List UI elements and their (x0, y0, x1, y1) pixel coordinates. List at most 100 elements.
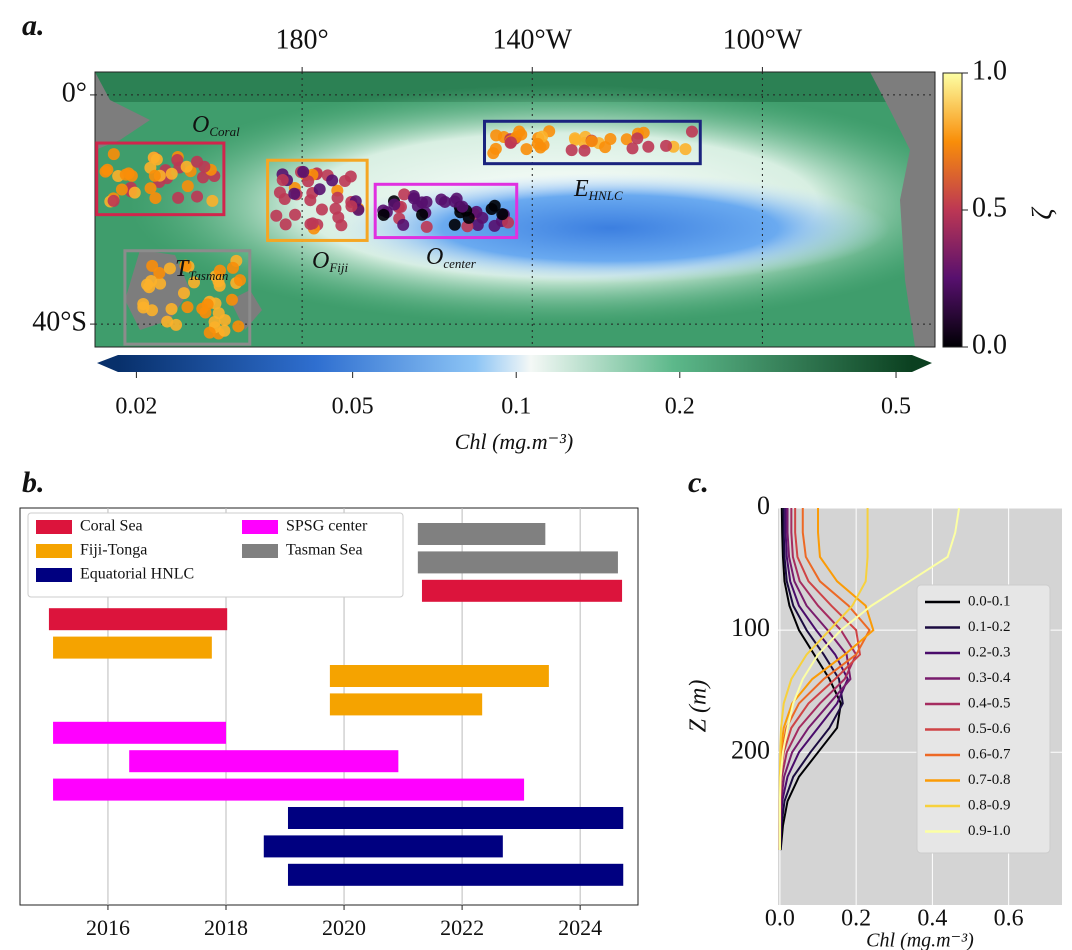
float-dot (421, 221, 433, 233)
float-dot (289, 209, 301, 221)
float-dot (234, 274, 246, 286)
float-dot (166, 168, 178, 180)
y-tick-label: 40°S (32, 307, 87, 338)
timeline-bar (418, 523, 545, 545)
legend-label: 0.2-0.3 (968, 644, 1011, 660)
float-dot (520, 143, 532, 155)
float-dot (178, 287, 190, 299)
colorbar (118, 355, 912, 372)
float-dot (170, 319, 182, 331)
timeline-bar (53, 722, 226, 744)
float-dot (137, 301, 149, 313)
panel-label: b. (22, 466, 45, 499)
colorbar-tick-label: 0.5 (881, 394, 911, 420)
y-tick-label: 0° (62, 77, 87, 108)
legend-swatch (36, 520, 72, 534)
colorbar-tick-label: 0.5 (972, 192, 1007, 223)
legend-label: 0.4-0.5 (968, 695, 1011, 711)
x-tick-label: 2024 (558, 915, 602, 940)
x-tick-label: 0.2 (841, 906, 871, 932)
float-dot (505, 136, 517, 148)
timeline-bar (330, 665, 549, 687)
float-dot (627, 142, 639, 154)
timeline-bar (53, 637, 212, 659)
colorbar-tick-label: 0.05 (332, 394, 374, 420)
legend-label: Tasman Sea (286, 542, 363, 559)
float-dot (578, 145, 590, 157)
legend-label: Fiji-Tonga (80, 542, 147, 559)
legend-label: 0.3-0.4 (968, 670, 1011, 686)
region-label-sub: Tasman (188, 268, 228, 283)
region-label-main: O (312, 248, 329, 274)
timeline-bar (49, 608, 227, 630)
legend-label: Coral Sea (80, 518, 143, 535)
colorbar-extend (912, 355, 932, 372)
colorbar-tick-label: 0.0 (972, 329, 1007, 360)
float-dot (332, 211, 344, 223)
x-tick-label: 0.0 (765, 906, 795, 932)
float-dot (463, 212, 475, 224)
float-dot (332, 192, 344, 204)
float-dot (686, 126, 698, 138)
timeline-bar (330, 693, 482, 715)
float-dot (345, 200, 357, 212)
colorbar-label: ζ (1027, 207, 1058, 220)
legend-swatch (242, 520, 278, 534)
region-label-sub: Fiji (328, 260, 348, 275)
float-dot (172, 192, 184, 204)
legend-label: 0.8-0.9 (968, 797, 1011, 813)
figure: a.180°140°W100°W0°40°SOCoralOFijiOcenter… (0, 0, 1072, 950)
colorbar-tick-label: 0.1 (501, 394, 531, 420)
float-dot (116, 184, 128, 196)
float-dot (108, 195, 120, 207)
float-dot (129, 187, 141, 199)
float-dot (316, 204, 328, 216)
float-dot (487, 147, 499, 159)
float-dot (149, 192, 161, 204)
float-dot (196, 303, 208, 315)
x-tick-label: 2018 (204, 915, 248, 940)
float-dot (145, 275, 157, 287)
x-tick-label: 140°W (492, 24, 572, 55)
float-dot (280, 218, 292, 230)
float-dot (227, 262, 239, 274)
legend-swatch (242, 544, 278, 558)
timeline-bar (288, 807, 623, 829)
legend-label: 0.7-0.8 (968, 772, 1011, 788)
legend-label: 0.5-0.6 (968, 721, 1011, 737)
x-tick-label: 2022 (440, 915, 484, 940)
float-dot (288, 188, 300, 200)
x-tick-label: 180° (276, 24, 329, 55)
float-dot (108, 148, 120, 160)
float-dot (191, 156, 203, 168)
float-dot (100, 166, 112, 178)
float-dot (679, 143, 691, 155)
legend-label: 0.1-0.2 (968, 619, 1011, 635)
float-dot (314, 183, 326, 195)
colorbar-extend (97, 355, 118, 372)
float-dot (297, 166, 309, 178)
float-dot (569, 134, 581, 146)
legend-label: 0.6-0.7 (968, 746, 1011, 762)
legend-swatch (36, 544, 72, 558)
float-dot (326, 174, 338, 186)
float-dot (304, 194, 316, 206)
float-dot (232, 320, 244, 332)
y-tick-label: 200 (731, 735, 770, 764)
y-tick-label: 0 (757, 491, 770, 520)
colorbar-label: Chl (mg.m⁻³) (455, 429, 573, 454)
region-label-sub: Coral (209, 124, 240, 139)
legend-label: SPSG center (286, 518, 368, 535)
x-tick-label: 0.4 (917, 906, 947, 932)
float-dot (151, 153, 163, 165)
colorbar-tick-label: 0.2 (665, 394, 695, 420)
float-dot (599, 141, 611, 153)
float-dot (304, 218, 316, 230)
legend-label: 0.9-1.0 (968, 823, 1011, 839)
region-label-main: O (426, 244, 443, 270)
timeline-bar (422, 580, 622, 602)
float-dot (416, 209, 428, 221)
float-dot (408, 192, 420, 204)
colorbar-tick-label: 1.0 (972, 55, 1007, 86)
float-dot (642, 141, 654, 153)
